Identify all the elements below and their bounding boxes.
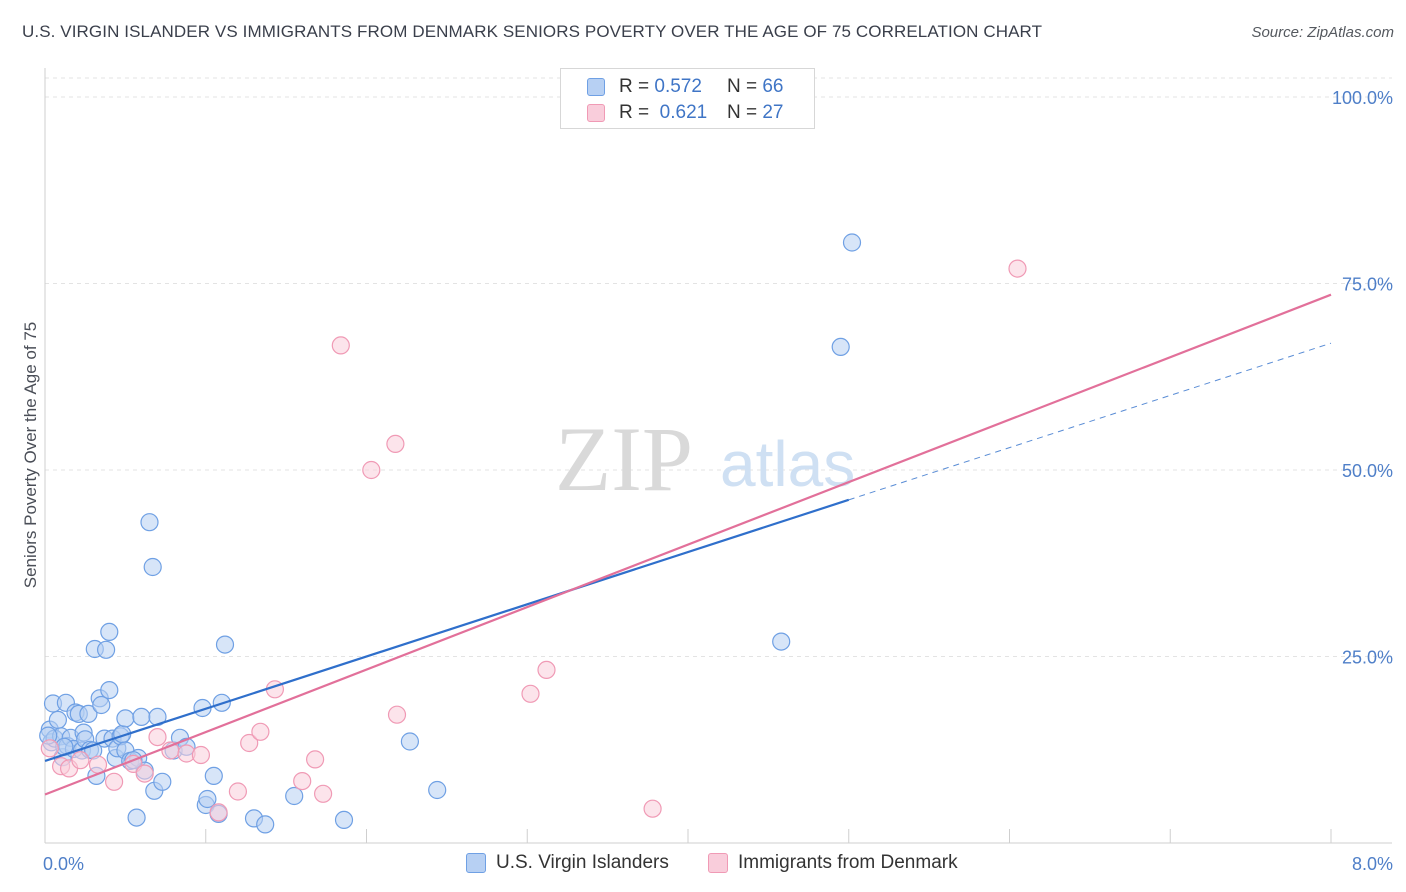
- y-tick-label: 50.0%: [1342, 461, 1393, 481]
- legend-swatch-denmark: [708, 853, 728, 873]
- point-virgin-islanders: [132, 707, 151, 727]
- watermark: ZIP atlas: [555, 408, 855, 510]
- point-virgin-islanders: [215, 635, 235, 654]
- point-virgin-islanders: [79, 704, 98, 724]
- point-virgin-islanders: [285, 786, 304, 806]
- point-virgin-islanders: [204, 766, 223, 786]
- watermark-zip: ZIP: [555, 408, 693, 510]
- point-denmark: [104, 772, 124, 791]
- legend-row-virgin-islanders: R = 0.572 N = 66: [587, 75, 783, 99]
- axes: [44, 68, 1392, 844]
- point-denmark: [386, 434, 405, 453]
- point-virgin-islanders: [92, 695, 111, 715]
- point-virgin-islanders: [831, 337, 850, 356]
- point-virgin-islanders: [116, 709, 135, 728]
- legend-swatch-virgin-islanders: [466, 853, 486, 873]
- point-virgin-islanders: [842, 233, 862, 252]
- data-points: [39, 233, 1027, 834]
- point-virgin-islanders: [153, 772, 172, 791]
- point-virgin-islanders: [48, 710, 68, 730]
- point-denmark: [306, 750, 325, 769]
- point-virgin-islanders: [428, 780, 447, 800]
- point-denmark: [537, 660, 556, 680]
- legend-swatch-virgin-islanders: [587, 78, 605, 96]
- point-denmark: [643, 799, 662, 818]
- point-denmark: [387, 705, 407, 724]
- chart-title: U.S. VIRGIN ISLANDER VS IMMIGRANTS FROM …: [22, 22, 1043, 41]
- y-tick-label: 75.0%: [1342, 275, 1393, 295]
- point-virgin-islanders: [198, 789, 217, 809]
- legend-n-value: 66: [762, 76, 784, 97]
- source-credit: Source: ZipAtlas.com: [1251, 24, 1394, 41]
- point-virgin-islanders: [256, 815, 275, 834]
- legend-r-value: 0.572: [654, 76, 702, 97]
- x-tick-label: 0.0%: [43, 854, 84, 874]
- trend-line-virgin-islanders: [44, 498, 850, 762]
- legend-label-denmark: Immigrants from Denmark: [738, 852, 958, 873]
- tick-labels: 25.0% 50.0% 75.0% 100.0% 0.0% 8.0%: [43, 88, 1393, 874]
- legend-item-virgin-islanders[interactable]: U.S. Virgin Islanders: [466, 852, 669, 874]
- point-denmark: [362, 460, 381, 480]
- point-denmark: [40, 739, 59, 758]
- legend-n-value: 27: [762, 102, 784, 123]
- legend-item-denmark[interactable]: Immigrants from Denmark: [708, 852, 958, 874]
- point-virgin-islanders: [772, 632, 791, 651]
- legend-swatch-denmark: [587, 104, 605, 122]
- point-denmark: [228, 782, 247, 801]
- point-denmark: [521, 684, 540, 703]
- point-denmark: [251, 722, 270, 741]
- trend-extension-virgin-islanders: [848, 342, 1332, 501]
- legend-r-label: R =: [619, 76, 650, 97]
- y-tick-label: 100.0%: [1332, 88, 1393, 108]
- point-denmark: [331, 336, 350, 355]
- legend-n-label: N =: [726, 102, 758, 123]
- y-tick-label: 25.0%: [1342, 648, 1393, 668]
- trend-lines: [44, 293, 1332, 796]
- series-legend: U.S. Virgin Islanders Immigrants from De…: [0, 852, 1406, 878]
- point-virgin-islanders: [100, 622, 119, 642]
- legend-label-virgin-islanders: U.S. Virgin Islanders: [496, 852, 669, 873]
- point-virgin-islanders: [100, 680, 119, 700]
- point-denmark: [209, 803, 228, 822]
- y-axis-label: Seniors Poverty Over the Age of 75: [21, 322, 40, 588]
- point-denmark: [148, 727, 167, 747]
- point-denmark: [71, 751, 90, 770]
- point-virgin-islanders: [143, 557, 162, 577]
- legend-r-label: R =: [619, 102, 650, 123]
- legend-r-value: 0.621: [659, 102, 708, 123]
- point-denmark: [135, 764, 154, 783]
- correlation-legend: R = 0.572 N = 66 R = 0.621 N = 27: [560, 68, 815, 129]
- point-denmark: [191, 745, 210, 765]
- point-virgin-islanders: [127, 808, 146, 827]
- point-denmark: [293, 771, 312, 791]
- trend-line-denmark: [44, 293, 1332, 796]
- legend-row-denmark: R = 0.621 N = 27: [587, 101, 783, 125]
- point-virgin-islanders: [400, 732, 419, 751]
- point-virgin-islanders: [140, 513, 159, 532]
- gridlines: [45, 77, 1392, 657]
- point-denmark: [314, 784, 333, 803]
- point-virgin-islanders: [334, 810, 354, 830]
- watermark-atlas: atlas: [720, 428, 855, 500]
- point-denmark: [1008, 259, 1027, 278]
- point-denmark: [240, 733, 259, 753]
- x-tick-label: 8.0%: [1352, 854, 1393, 874]
- legend-n-label: N =: [726, 76, 758, 97]
- point-virgin-islanders: [96, 640, 116, 659]
